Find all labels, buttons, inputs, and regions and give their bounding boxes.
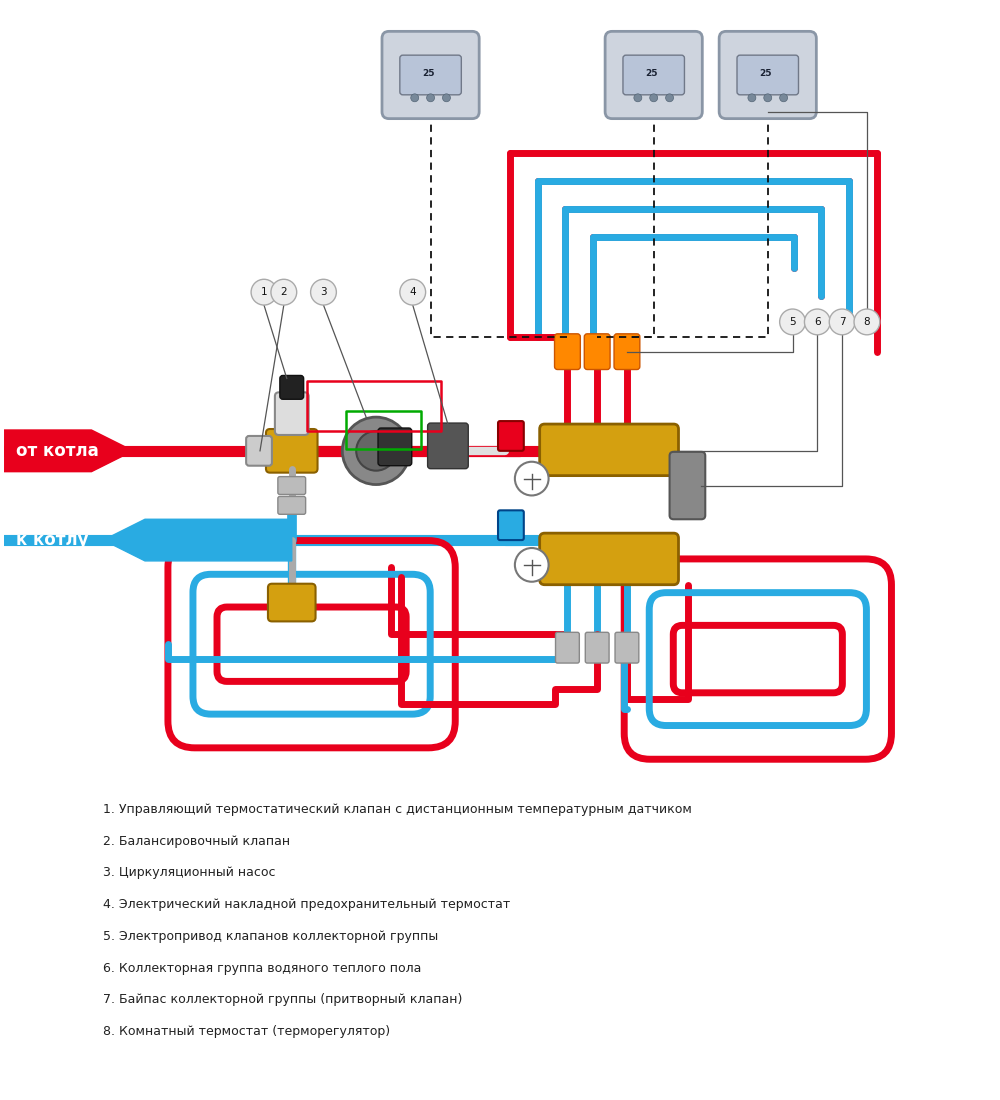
Text: 5. Электропривод клапанов коллекторной группы: 5. Электропривод клапанов коллекторной г… — [103, 930, 439, 943]
Circle shape — [804, 309, 830, 334]
Text: от котла: от котла — [16, 442, 99, 460]
FancyBboxPatch shape — [378, 428, 412, 465]
FancyBboxPatch shape — [585, 632, 609, 663]
Text: 8. Комнатный термостат (терморегулятор): 8. Комнатный термостат (терморегулятор) — [103, 1025, 390, 1038]
FancyBboxPatch shape — [498, 510, 524, 540]
Circle shape — [411, 94, 419, 102]
FancyBboxPatch shape — [584, 333, 610, 370]
Circle shape — [342, 417, 410, 484]
Circle shape — [854, 309, 880, 334]
Circle shape — [515, 548, 549, 582]
FancyBboxPatch shape — [555, 333, 580, 370]
Circle shape — [356, 431, 396, 471]
Text: 7. Байпас коллекторной группы (притворный клапан): 7. Байпас коллекторной группы (притворны… — [103, 993, 463, 1007]
Text: 8: 8 — [864, 317, 870, 327]
FancyBboxPatch shape — [498, 421, 524, 451]
FancyBboxPatch shape — [605, 32, 702, 119]
FancyBboxPatch shape — [670, 452, 705, 519]
FancyBboxPatch shape — [737, 55, 798, 95]
FancyBboxPatch shape — [275, 393, 309, 434]
Text: 4: 4 — [409, 287, 416, 297]
FancyBboxPatch shape — [280, 375, 304, 399]
Text: 7: 7 — [839, 317, 845, 327]
FancyBboxPatch shape — [614, 333, 640, 370]
FancyBboxPatch shape — [615, 632, 639, 663]
Text: 3. Циркуляционный насос: 3. Циркуляционный насос — [103, 867, 276, 879]
FancyBboxPatch shape — [428, 424, 468, 469]
FancyBboxPatch shape — [278, 496, 306, 515]
Circle shape — [748, 94, 756, 102]
Circle shape — [764, 94, 772, 102]
Text: 4. Электрический накладной предохранительный термостат: 4. Электрический накладной предохранител… — [103, 898, 511, 911]
FancyArrow shape — [103, 519, 292, 561]
Text: 1. Управляющий термостатический клапан с дистанционным температурным датчиком: 1. Управляющий термостатический клапан с… — [103, 803, 692, 816]
Circle shape — [311, 279, 336, 305]
FancyBboxPatch shape — [540, 534, 679, 585]
Text: 6: 6 — [814, 317, 821, 327]
Text: 25: 25 — [760, 68, 772, 77]
Circle shape — [780, 309, 805, 334]
Circle shape — [271, 279, 297, 305]
FancyBboxPatch shape — [246, 436, 272, 465]
Bar — [346, 411, 421, 449]
Text: 25: 25 — [422, 68, 435, 77]
FancyBboxPatch shape — [266, 429, 318, 473]
Text: 5: 5 — [789, 317, 796, 327]
FancyBboxPatch shape — [382, 32, 479, 119]
Circle shape — [666, 94, 674, 102]
Circle shape — [780, 94, 788, 102]
FancyArrow shape — [4, 430, 133, 472]
FancyBboxPatch shape — [623, 55, 684, 95]
FancyBboxPatch shape — [278, 476, 306, 495]
Text: 1: 1 — [261, 287, 267, 297]
Circle shape — [829, 309, 855, 334]
FancyBboxPatch shape — [556, 632, 579, 663]
Text: 6. Коллекторная группа водяного теплого пола: 6. Коллекторная группа водяного теплого … — [103, 961, 422, 975]
FancyBboxPatch shape — [400, 55, 461, 95]
Text: к котлу: к котлу — [16, 531, 89, 549]
Text: 3: 3 — [320, 287, 327, 297]
FancyBboxPatch shape — [719, 32, 816, 119]
Circle shape — [634, 94, 642, 102]
FancyBboxPatch shape — [540, 425, 679, 475]
Circle shape — [427, 94, 435, 102]
Circle shape — [650, 94, 658, 102]
FancyBboxPatch shape — [268, 584, 316, 621]
Circle shape — [442, 94, 450, 102]
Circle shape — [251, 279, 277, 305]
Bar — [307, 382, 441, 431]
Text: 2. Балансировочный клапан: 2. Балансировочный клапан — [103, 835, 290, 848]
Circle shape — [515, 462, 549, 495]
Text: 2: 2 — [281, 287, 287, 297]
Text: 25: 25 — [645, 68, 658, 77]
Circle shape — [400, 279, 426, 305]
